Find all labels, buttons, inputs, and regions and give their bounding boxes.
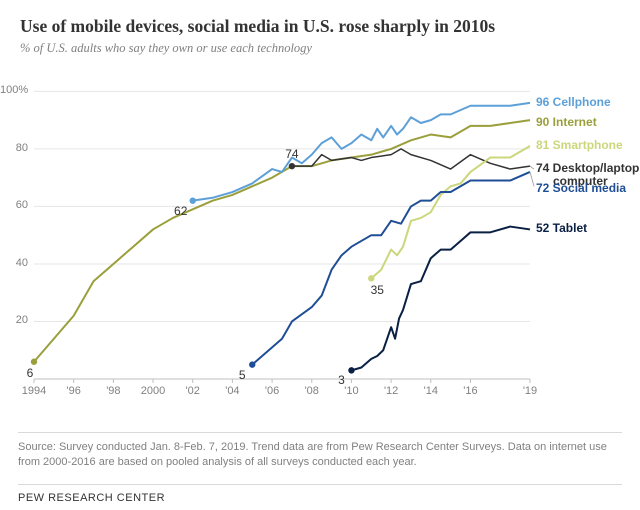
- x-axis-label: '96: [67, 385, 81, 397]
- start-point-label: 62: [174, 204, 187, 218]
- divider-bottom: [18, 484, 622, 485]
- x-axis-label: '98: [106, 385, 120, 397]
- series-end-label: 72 Social media: [536, 182, 626, 195]
- series-end-label: 96 Cellphone: [536, 96, 611, 109]
- x-axis-label: '14: [424, 385, 438, 397]
- y-axis-label: 100%: [0, 84, 28, 96]
- footer-text: PEW RESEARCH CENTER: [18, 492, 165, 504]
- chart-title: Use of mobile devices, social media in U…: [0, 0, 640, 41]
- start-point-label: 3: [338, 373, 345, 387]
- plot-area: 20406080100%1994'96'982000'02'04'06'08'1…: [34, 77, 530, 379]
- divider-top: [18, 432, 622, 433]
- x-axis-label: '10: [344, 385, 358, 397]
- start-point-label: 5: [239, 368, 246, 382]
- x-axis-label: '06: [265, 385, 279, 397]
- series-end-label: 52 Tablet: [536, 222, 587, 235]
- x-axis-label: '16: [463, 385, 477, 397]
- x-axis-label: '12: [384, 385, 398, 397]
- series-end-label: 81 Smartphone: [536, 139, 623, 152]
- chart-subtitle: % of U.S. adults who say they own or use…: [0, 41, 640, 64]
- chart-svg: [34, 77, 530, 379]
- series-end-label: 90 Internet: [536, 116, 597, 129]
- y-axis-label: 40: [0, 257, 28, 269]
- chart-container: Use of mobile devices, social media in U…: [0, 0, 640, 510]
- source-text: Source: Survey conducted Jan. 8-Feb. 7, …: [18, 440, 622, 470]
- y-axis-label: 60: [0, 199, 28, 211]
- x-axis-label: '19: [523, 385, 537, 397]
- x-axis-label: 1994: [22, 385, 46, 397]
- x-axis-label: '04: [225, 385, 239, 397]
- start-point-label: 35: [371, 283, 384, 297]
- y-axis-label: 80: [0, 142, 28, 154]
- x-axis-label: '08: [305, 385, 319, 397]
- start-point-label: 6: [27, 366, 34, 380]
- x-axis-label: '02: [186, 385, 200, 397]
- x-axis-label: 2000: [141, 385, 165, 397]
- y-axis-label: 20: [0, 314, 28, 326]
- start-point-label: 74: [285, 147, 298, 161]
